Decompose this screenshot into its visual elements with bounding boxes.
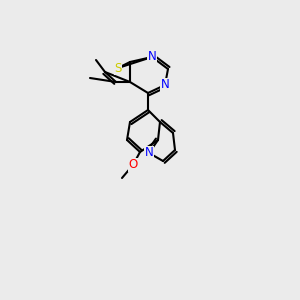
Text: N: N [148, 50, 156, 64]
Text: N: N [160, 79, 169, 92]
Text: O: O [128, 158, 138, 172]
Text: S: S [114, 61, 122, 74]
Text: N: N [145, 146, 153, 160]
